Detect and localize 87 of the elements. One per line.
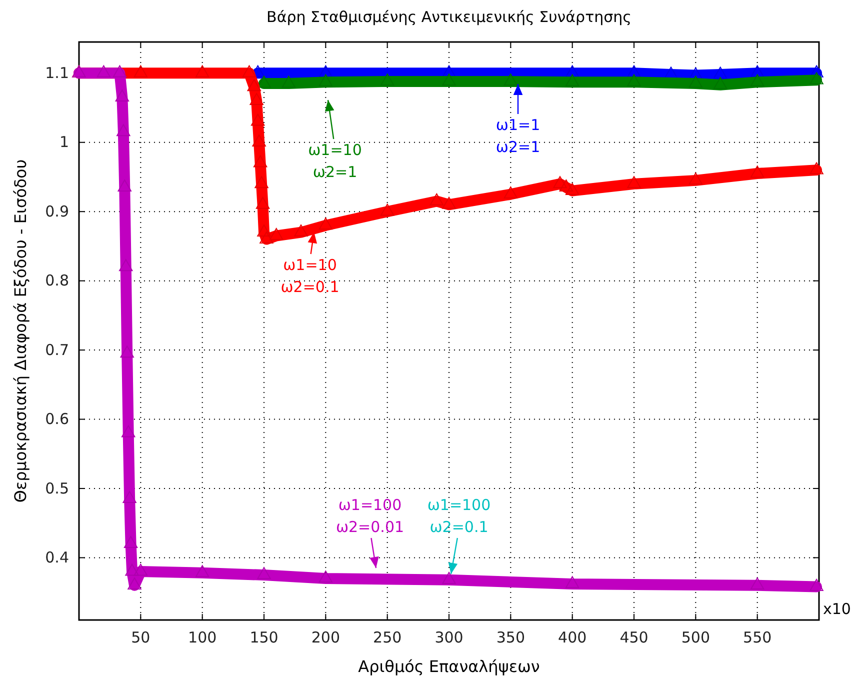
x-tick-label: 250 (373, 628, 402, 647)
point (318, 570, 333, 583)
point (627, 176, 641, 188)
point (257, 76, 271, 88)
point (96, 65, 111, 78)
point (124, 536, 138, 548)
y-axis-title: Θερμοκρασιακή Διαφορά Εξόδου - Εισόδου (11, 159, 30, 503)
chart-title: Βάρη Σταθμισμένης Αντικειμενικής Συνάρτησης (266, 8, 632, 26)
point (750, 74, 764, 86)
point (247, 79, 261, 92)
point (565, 576, 580, 588)
point (269, 228, 284, 240)
point (688, 76, 703, 88)
point (250, 92, 264, 106)
point (254, 176, 268, 188)
x-tick-label: 400 (558, 628, 587, 647)
point (260, 231, 274, 244)
point (442, 572, 456, 584)
point (318, 218, 333, 230)
point (195, 65, 210, 78)
point (128, 578, 142, 590)
point (257, 224, 271, 237)
x-tick-label: 550 (743, 628, 772, 647)
point (750, 578, 764, 590)
text: x10 (823, 600, 851, 618)
x-tick-label: 50 (131, 628, 150, 647)
y-tick-label: 1.1 (45, 64, 69, 82)
y-tick-label: 0.6 (45, 410, 69, 428)
point (119, 259, 133, 272)
point (282, 76, 296, 88)
point (134, 65, 148, 78)
legend-label: ω1=10 ω2=0.1 (280, 256, 340, 296)
point (810, 72, 824, 84)
y-tick-label: 0.7 (45, 340, 69, 359)
x-tick-label: 300 (434, 628, 464, 647)
x-tick-label: 500 (681, 628, 710, 647)
point (442, 196, 456, 209)
point (118, 180, 132, 192)
point (713, 66, 728, 79)
point (256, 196, 270, 209)
legend-label: ω1=100 ω2=0.1 (427, 496, 491, 536)
point (565, 182, 580, 195)
x-tick-label: 450 (620, 628, 648, 647)
point (122, 491, 136, 504)
point (810, 162, 824, 174)
point (553, 176, 567, 188)
point (120, 346, 134, 358)
point (121, 425, 136, 438)
x-axis-title: Αριθμός Επαναλήψεων (358, 657, 540, 676)
point (810, 578, 824, 591)
point (252, 134, 266, 147)
y-tick-label: 0.5 (45, 479, 69, 498)
point (713, 77, 728, 90)
y-tick-label: 0.8 (45, 272, 69, 290)
point (242, 65, 256, 78)
point (688, 172, 703, 185)
point (125, 564, 139, 576)
point (430, 193, 444, 206)
point (112, 65, 127, 78)
legend-label: ω1=1 ω2=1 (496, 116, 540, 156)
point (318, 74, 333, 86)
x-tick-label: 200 (311, 628, 340, 647)
x-tick-label: 150 (250, 628, 278, 647)
y-tick-label: 0.9 (45, 202, 69, 220)
text: ω1=100 ω2=0.01 (336, 496, 404, 536)
y-tick-label: 1 (59, 133, 69, 152)
point (116, 124, 130, 136)
point (559, 180, 574, 192)
x-tick-label: 100 (188, 628, 217, 647)
point (627, 74, 641, 86)
point (504, 186, 518, 198)
point (250, 114, 265, 126)
point (294, 224, 308, 237)
text: ω1=10 ω2=1 (308, 141, 362, 181)
point (115, 90, 130, 102)
point (257, 567, 271, 580)
point (750, 166, 764, 178)
point (253, 155, 268, 168)
y-tick-label: 0.4 (45, 548, 69, 566)
point (380, 74, 394, 86)
point (504, 74, 518, 86)
point (195, 565, 210, 578)
point (134, 564, 148, 576)
point (380, 204, 394, 216)
point (442, 74, 456, 86)
x-tick-label: 350 (496, 628, 525, 647)
point (565, 74, 580, 86)
